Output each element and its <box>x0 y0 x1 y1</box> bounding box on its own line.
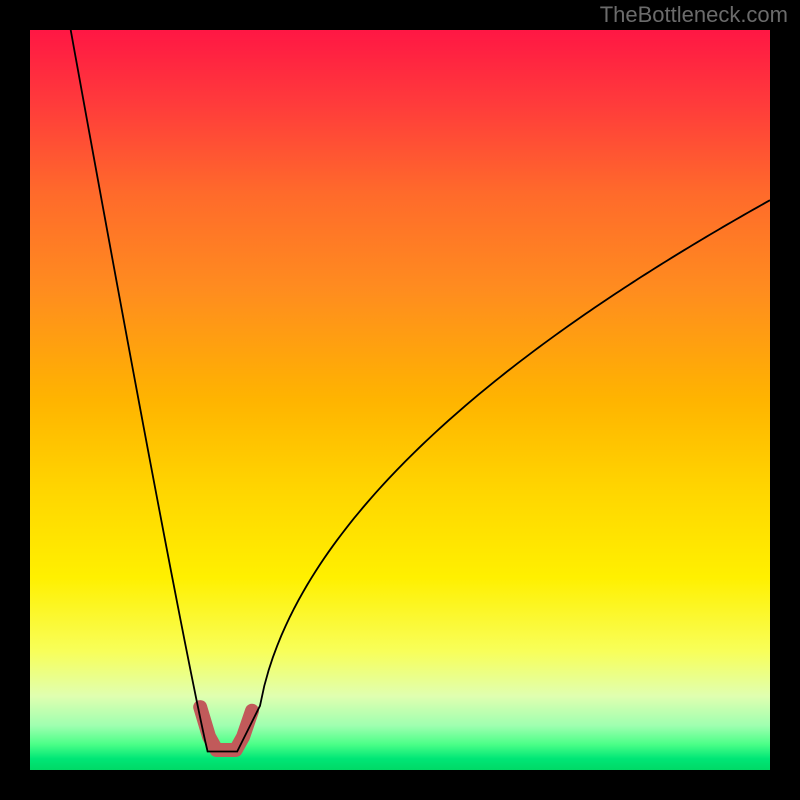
watermark: TheBottleneck.com <box>600 2 788 28</box>
trough-marker <box>200 707 252 750</box>
bottleneck-curve <box>71 30 770 752</box>
plot-area <box>30 30 770 770</box>
curve-layer <box>30 30 770 770</box>
